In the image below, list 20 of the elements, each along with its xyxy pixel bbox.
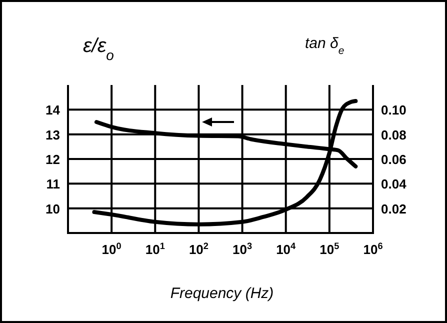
y2-tick-label: 0.06 — [381, 152, 406, 167]
y-tick-label: 11 — [46, 176, 60, 192]
x-tick-label: 10$^{1}$ — [145, 241, 165, 257]
y2-tick-label: 0.10 — [381, 102, 406, 118]
y2-axis-title: tan δ$_{e}$ — [305, 35, 344, 57]
x-tick-label: 10$^{3}$ — [232, 241, 252, 257]
x-tick-label: 10$^{6}$ — [363, 241, 383, 257]
x-tick-label: 10$^{2}$ — [188, 241, 208, 257]
x-tick-label: 10$^{0}$ — [102, 241, 122, 257]
y-tick-label: 12 — [46, 152, 60, 167]
y-axis-title: ε/ε$_{o}$ — [83, 35, 114, 63]
y2-tick-label: 0.04 — [381, 176, 408, 192]
x-tick-label: 10$^{5}$ — [320, 241, 340, 257]
y2-tick-label: 0.08 — [381, 127, 406, 142]
y-tick-label: 14 — [46, 102, 61, 118]
y-tick-label: 10 — [46, 201, 60, 216]
x-axis-title: Frequency (Hz) — [170, 285, 274, 302]
y-tick-label: 13 — [46, 127, 60, 142]
x-tick-label: 10$^{4}$ — [276, 241, 297, 257]
y2-tick-label: 0.02 — [381, 201, 406, 216]
